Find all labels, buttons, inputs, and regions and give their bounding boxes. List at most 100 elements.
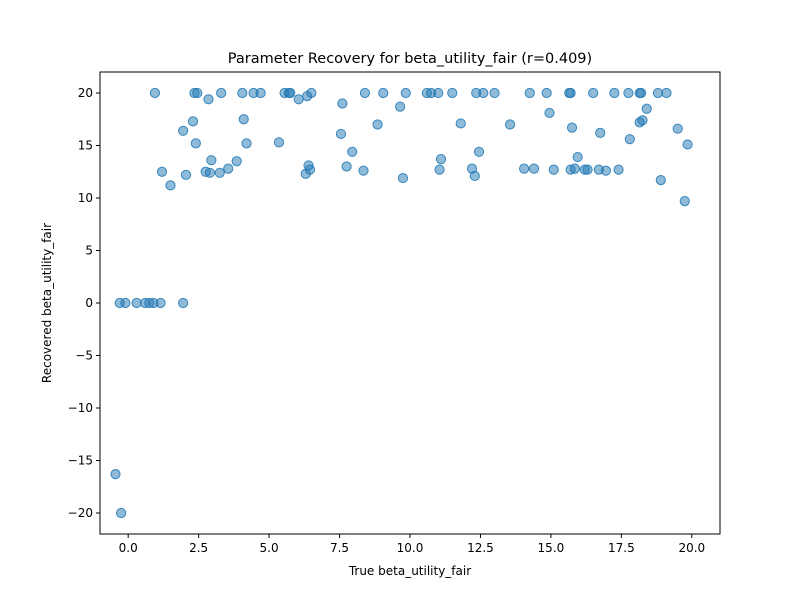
x-tick-label: 17.5 (608, 541, 635, 555)
data-point (637, 115, 648, 126)
data-point (165, 180, 176, 191)
y-tick-label: 10 (78, 191, 93, 205)
x-tick-label: 10.0 (397, 541, 424, 555)
x-axis-label: True beta_utility_fair (348, 564, 471, 578)
y-tick-label: −15 (68, 454, 93, 468)
data-point (682, 139, 693, 150)
data-point (190, 138, 201, 149)
y-tick-label: 0 (85, 296, 93, 310)
data-point (655, 175, 666, 186)
y-tick-label: −20 (68, 506, 93, 520)
data-point (400, 87, 411, 99)
data-point (178, 125, 189, 136)
data-point (110, 469, 121, 480)
data-point (548, 164, 559, 175)
data-point (395, 101, 406, 112)
data-point (304, 164, 316, 175)
data-point (433, 87, 444, 99)
data-point (504, 119, 516, 130)
data-point (341, 161, 352, 172)
data-point (378, 87, 389, 99)
y-tick-label: −10 (68, 401, 93, 415)
y-tick-label: 20 (78, 86, 93, 100)
data-point (231, 156, 242, 167)
data-point (613, 164, 624, 175)
data-point (214, 167, 225, 178)
data-point (469, 170, 480, 182)
data-point (187, 116, 199, 127)
data-point (623, 87, 634, 99)
data-point (544, 107, 555, 119)
data-point (519, 163, 530, 174)
data-point (588, 87, 599, 99)
data-point (635, 87, 647, 99)
data-point (238, 114, 249, 125)
data-point (524, 87, 535, 99)
data-point (661, 87, 672, 99)
data-points (110, 87, 693, 519)
data-point (541, 87, 552, 99)
data-point (434, 164, 445, 175)
y-axis-ticks: −20 −15 −10 −5 0 5 10 15 20 (68, 86, 100, 520)
data-point (180, 169, 192, 180)
data-point (255, 87, 266, 99)
data-point (582, 164, 593, 175)
x-tick-label: 20.0 (678, 541, 705, 555)
data-point (237, 87, 248, 99)
data-point (216, 87, 227, 99)
data-point (359, 87, 371, 99)
data-point (285, 87, 296, 99)
data-point (155, 297, 166, 309)
data-point (306, 87, 317, 99)
data-point (435, 154, 447, 165)
x-tick-label: 12.5 (467, 541, 494, 555)
data-point (565, 87, 576, 99)
chart-title: Parameter Recovery for beta_utility_fair… (228, 51, 592, 67)
data-point (478, 87, 489, 99)
x-tick-label: 5.0 (260, 541, 279, 555)
y-tick-label: 15 (78, 139, 93, 153)
data-point (652, 87, 664, 99)
data-point (624, 134, 635, 145)
data-point (672, 123, 683, 134)
data-point (641, 103, 652, 114)
data-point (203, 94, 214, 105)
data-point (569, 163, 580, 174)
y-axis-label: Recovered beta_utility_fair (40, 223, 54, 383)
data-point (116, 507, 127, 519)
data-point (397, 172, 409, 184)
data-point (489, 87, 500, 99)
data-point (120, 297, 131, 309)
data-point (572, 151, 583, 163)
data-point (149, 87, 161, 99)
x-tick-label: 2.5 (189, 541, 208, 555)
data-point (447, 87, 458, 99)
data-point (528, 163, 540, 174)
data-point (372, 119, 383, 130)
data-point (156, 166, 168, 177)
data-point (273, 137, 285, 148)
data-point (178, 297, 189, 309)
data-point (206, 155, 217, 166)
data-point (335, 128, 347, 140)
x-axis-ticks: 0.0 2.5 5.0 7.5 10.0 12.5 15.0 17.5 20.0 (119, 534, 705, 555)
data-point (595, 127, 606, 138)
data-point (192, 87, 203, 99)
data-point (473, 146, 485, 157)
data-point (223, 163, 234, 174)
data-point (347, 146, 358, 157)
x-tick-label: 7.5 (330, 541, 349, 555)
y-tick-label: −5 (75, 349, 93, 363)
data-point (600, 165, 611, 176)
data-point (679, 196, 690, 207)
data-point (566, 122, 578, 133)
data-point (609, 87, 620, 99)
x-tick-label: 0.0 (119, 541, 138, 555)
data-point (204, 167, 216, 178)
data-point (241, 138, 252, 149)
data-point (337, 98, 348, 109)
data-point (455, 118, 466, 129)
data-point (131, 297, 142, 309)
